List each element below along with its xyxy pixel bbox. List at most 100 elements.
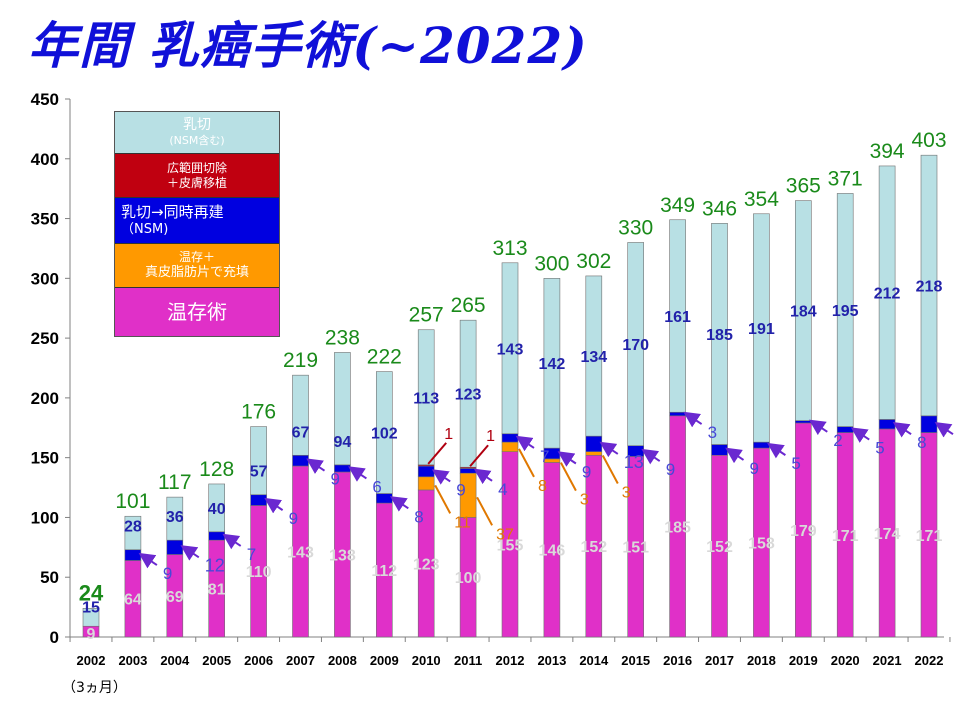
mastectomy-label: 142 [539,356,566,373]
total-label: 265 [451,294,486,317]
legend-item-conserving_fill: 温存＋ 真皮脂肪片で充填 [115,244,279,288]
total-label: 219 [283,349,318,372]
conserving-label: 152 [706,539,733,556]
y-tick-label: 50 [40,568,59,587]
y-tick-label: 350 [31,210,59,229]
bar-segment-mastectomy [124,515,142,551]
fill-arrow [434,484,452,514]
reconstruction-label: 7 [540,447,549,466]
mastectomy-label: 102 [371,426,398,443]
legend-label: 乳切 [183,116,211,133]
total-label: 365 [786,175,821,198]
conserving-label: 110 [246,564,272,581]
bar-segment-conserving_fill [501,441,519,452]
conserving-label: 100 [455,570,482,587]
reconstruction-label: 9 [666,460,675,479]
legend-label: 温存術 [167,299,227,324]
x-tick-label: 2005 [202,653,231,668]
bar-segment-reconstruction [250,494,267,506]
total-label: 313 [492,237,527,260]
conserving-label: 158 [748,536,775,553]
wide-excision-arrow [469,444,489,467]
reconstruction-arrow [808,419,828,436]
legend-label: 広範囲切除 [166,160,227,175]
total-label: 117 [158,471,191,494]
bar-segment-mastectomy [292,374,309,456]
reconstruction-label: 9 [163,564,172,583]
chart-axes: 0 50 100 150 200 250 300 350 400 450 2002 2003 2004 2… [31,90,951,668]
x-tick-label: 2011 [454,653,482,668]
mastectomy-label: 185 [706,327,733,344]
bar-segment-mastectomy [208,483,225,533]
reconstruction-arrow [641,448,661,465]
wide-excision-label: 1 [444,426,453,443]
x-tick-label: 2017 [705,653,734,668]
reconstruction-arrow [431,469,451,485]
reconstruction-arrow [306,458,326,474]
legend-item-conserving: 温存術 [115,288,279,336]
bar-segment-mastectomy [836,193,854,427]
conserving-label: 81 [208,582,226,599]
reconstruction-arrow [599,441,619,458]
total-label: 403 [911,129,946,152]
mastectomy-label: 134 [580,349,607,366]
y-tick-label: 150 [31,449,59,468]
bar-segment-mastectomy [417,329,435,466]
bar-segment-reconstruction [669,411,686,417]
conserving-label: 185 [664,519,691,536]
mastectomy-label: 218 [916,279,943,296]
reconstruction-label: 9 [456,480,465,499]
x-tick-label: 2002 [77,653,106,668]
bar-segment-reconstruction [208,531,225,541]
fill-arrow [476,496,493,526]
total-label: 128 [199,458,234,481]
reconstruction-label: 8 [414,507,423,526]
mastectomy-label: 28 [124,519,142,536]
x-tick-label: 2015 [621,653,650,668]
legend-item-mastectomy: 乳切 (NSM含む) [115,112,279,154]
mastectomy-label: 57 [250,464,268,481]
bar-segment-mastectomy [920,154,938,417]
bar-segment-reconstruction [753,441,770,449]
mastectomy-label: 161 [664,309,691,326]
bar-segment-mastectomy [459,319,477,468]
reconstruction-label: 12 [205,555,225,575]
conserving-label: 143 [287,545,314,562]
conserving-label: 64 [124,592,142,609]
mastectomy-label: 191 [748,321,775,338]
reconstruction-arrow [515,435,535,452]
mastectomy-label: 15 [82,599,100,616]
footnote: （3ヵ月） [62,680,127,696]
bar-segment-reconstruction [292,454,309,467]
fill-label: 3 [580,492,589,509]
reconstruction-label: 3 [708,423,717,442]
x-tick-label: 2021 [873,653,902,668]
bar-segment-mastectomy [794,200,812,421]
bar-segment-mastectomy [753,213,770,443]
bar-segment-mastectomy [166,496,184,541]
bar-segment-reconstruction [166,539,184,555]
total-label: 238 [325,326,360,349]
y-tick-label: 100 [31,508,59,527]
x-tick-label: 2004 [160,653,190,668]
conserving-label: 112 [371,563,397,580]
conserving-label: 146 [539,543,566,560]
fill-arrow [560,462,577,492]
x-tick-label: 2013 [537,653,566,668]
fill-label: 8 [538,478,547,495]
x-tick-label: 2016 [663,653,692,668]
reconstruction-arrow [683,411,703,428]
reconstruction-arrow [180,545,200,561]
x-tick-label: 2012 [496,653,525,668]
x-tick-label: 2018 [747,653,776,668]
conserving-label: 171 [916,528,943,545]
bar-segment-reconstruction [711,444,728,456]
reconstruction-arrow [222,533,242,550]
bar-segment-mastectomy [250,426,267,496]
page-title: 年間 乳癌手術(~2022) [28,16,588,75]
conserving-label: 179 [790,523,817,540]
bar-segment-mastectomy [878,165,896,420]
x-tick-label: 2019 [789,653,818,668]
legend-label: （NSM) [121,221,169,237]
reconstruction-label: 5 [875,439,884,458]
